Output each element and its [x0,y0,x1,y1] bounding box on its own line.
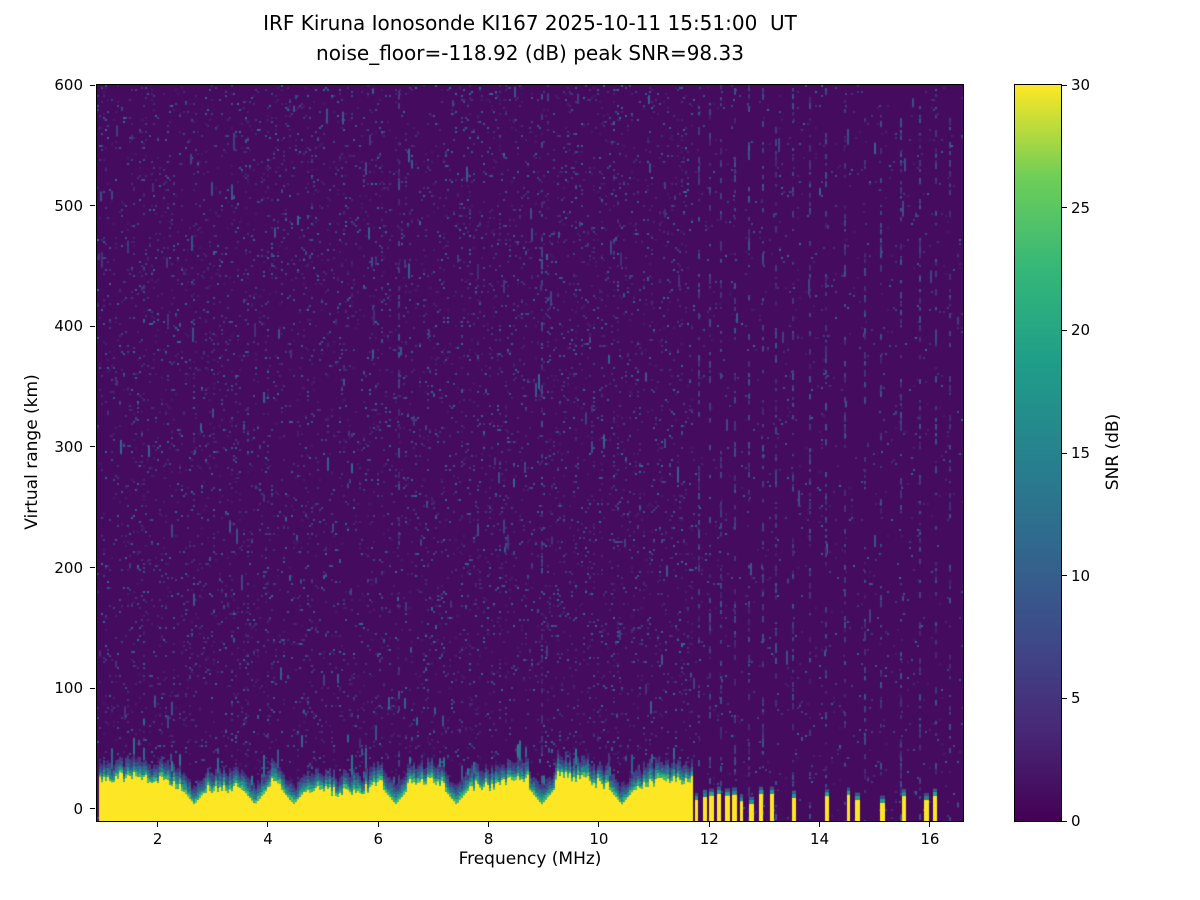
y-tick-label: 100 [54,679,83,698]
x-tick-label: 10 [589,830,609,848]
colorbar-tick-mark [1062,84,1067,86]
colorbar-label: SNR (dB) [1103,413,1123,491]
colorbar [1014,84,1062,822]
colorbar-tick-label: 10 [1071,566,1091,585]
colorbar-tick-mark [1062,697,1067,699]
y-tick-mark [90,205,95,207]
x-tick-mark [267,822,269,827]
colorbar-tick-label: 20 [1071,321,1091,340]
x-axis-label: Frequency (MHz) [458,849,602,869]
heatmap-plot-area [96,84,964,822]
y-tick-label: 200 [54,558,83,577]
chart-title: IRF Kiruna Ionosonde KI167 2025-10-11 15… [263,11,797,35]
x-tick-mark [708,822,710,827]
x-tick-mark [929,822,931,827]
y-tick-mark [90,687,95,689]
colorbar-tick-label: 0 [1071,812,1081,830]
y-tick-mark [90,325,95,327]
x-tick-label: 6 [373,830,384,848]
colorbar-tick-mark [1062,207,1067,209]
x-tick-label: 14 [810,830,830,848]
y-tick-label: 400 [54,317,83,336]
x-tick-label: 2 [152,830,163,848]
x-tick-mark [488,822,490,827]
x-tick-label: 8 [483,830,494,848]
x-tick-mark [157,822,159,827]
colorbar-tick-mark [1062,820,1067,822]
x-tick-label: 12 [699,830,719,848]
colorbar-gradient [1015,85,1061,821]
colorbar-tick-mark [1062,452,1067,454]
colorbar-tick-mark [1062,329,1067,331]
heatmap-canvas [97,85,963,821]
y-tick-mark [90,567,95,569]
x-tick-label: 16 [920,830,940,848]
y-tick-label: 600 [54,76,83,94]
y-tick-label: 300 [54,437,83,456]
colorbar-tick-label: 25 [1071,198,1091,217]
y-tick-mark [90,84,95,86]
colorbar-tick-mark [1062,575,1067,577]
x-tick-mark [377,822,379,827]
x-tick-mark [819,822,821,827]
y-tick-label: 500 [54,196,83,215]
colorbar-tick-label: 30 [1071,76,1091,94]
chart-subtitle: noise_floor=-118.92 (dB) peak SNR=98.33 [316,41,744,65]
colorbar-tick-label: 5 [1071,689,1081,708]
y-tick-label: 0 [73,799,83,818]
colorbar-tick-label: 15 [1071,444,1091,462]
y-tick-mark [90,446,95,448]
x-tick-mark [598,822,600,827]
x-tick-label: 4 [263,830,273,848]
y-tick-mark [90,808,95,810]
